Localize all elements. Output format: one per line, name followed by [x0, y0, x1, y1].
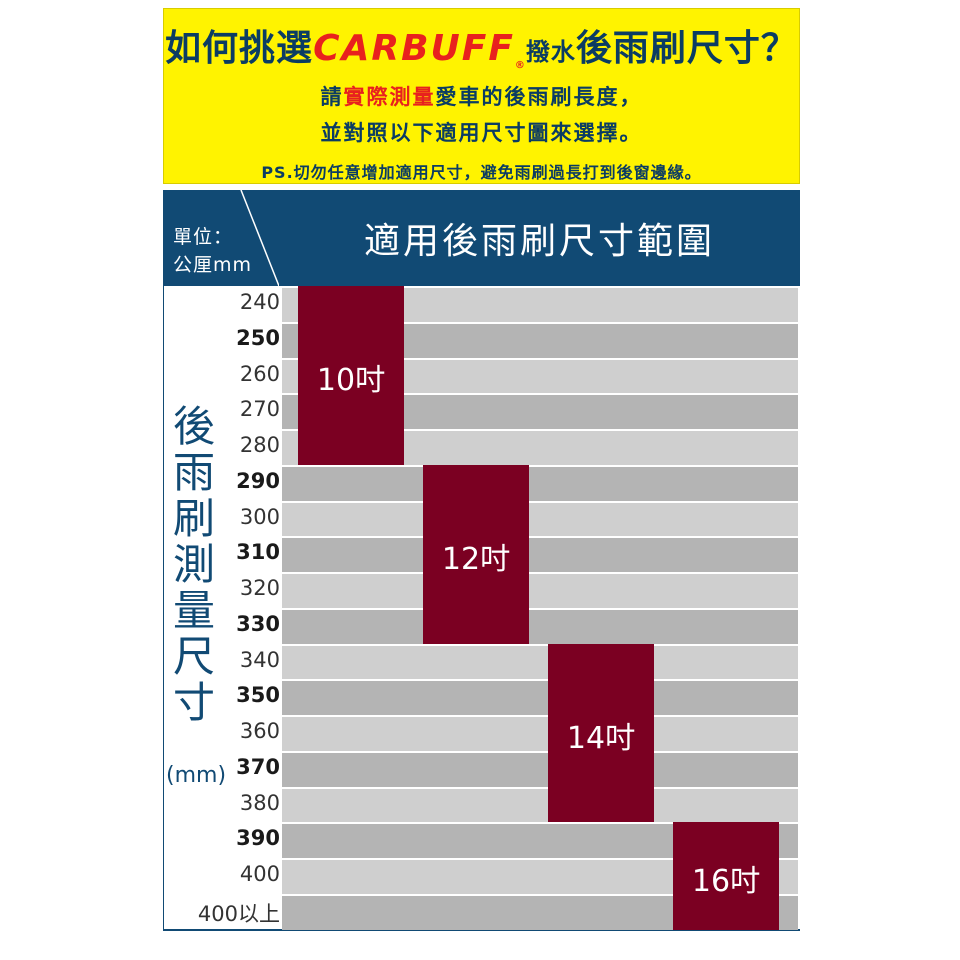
size-block-label: 14吋 [566, 720, 636, 756]
row-value-label: 370 [236, 754, 280, 779]
instruction-highlight: 實際測量 [343, 85, 436, 109]
row-value-label: 390 [236, 826, 280, 851]
row-value-label: 350 [236, 683, 280, 708]
table-row [282, 536, 798, 572]
row-value-label: 300 [239, 504, 280, 529]
size-block-label: 12吋 [441, 542, 511, 578]
table-row [282, 679, 798, 715]
row-value-label: 290 [236, 468, 280, 493]
warning-note: PS.切勿任意增加適用尺寸，避免雨刷過長打到後窗邊緣。 [261, 163, 702, 182]
row-value-label: 270 [239, 397, 280, 422]
vertical-axis-unit: (mm) [166, 763, 227, 788]
table-row [282, 500, 798, 537]
header-banner: 如何挑選CARBUFF®撥水後雨刷尺寸？ 請實際測量愛車的後雨刷長度， 並對照以… [163, 8, 800, 184]
size-grid [163, 286, 800, 931]
row-value-label: 310 [236, 540, 280, 565]
table-row [282, 572, 798, 608]
table-row [282, 750, 798, 787]
row-value-label: 280 [239, 433, 280, 457]
size-block-label: 16吋 [691, 863, 761, 899]
vertical-char: 刷 [172, 494, 215, 543]
title-suffix: 後雨刷尺寸？ [575, 28, 798, 69]
size-block: 16吋 [673, 822, 779, 930]
row-value-label: 260 [239, 361, 280, 386]
vertical-char: 雨 [172, 448, 215, 497]
instruction-suffix: 愛車的後雨刷長度， [435, 85, 643, 109]
row-value-label: 250 [236, 325, 280, 350]
table-row [282, 643, 798, 680]
unit-value: 公厘mm [173, 254, 253, 276]
row-value-label: 400以上 [197, 901, 280, 926]
brand-registered-mark: ® [514, 60, 526, 71]
row-value-label: 360 [239, 719, 280, 743]
table-title: 適用後雨刷尺寸範圍 [363, 221, 715, 262]
vertical-char: 尺 [172, 632, 215, 681]
brand-name: CARBUFF [313, 28, 515, 69]
unit-cell: 單位： 公厘mm [163, 190, 279, 286]
vertical-char: 後 [172, 402, 215, 451]
row-value-label: 380 [239, 790, 280, 815]
row-value-label: 330 [236, 611, 280, 636]
table-row [282, 607, 798, 644]
size-block-label: 10吋 [316, 363, 386, 399]
vertical-axis-label: 後 雨 刷 測 量 尺 寸 [168, 404, 220, 726]
table-row [282, 464, 798, 501]
row-value-label: 240 [239, 290, 280, 314]
row-value-label: 400 [239, 862, 280, 886]
diagonal-divider [240, 190, 279, 286]
title-middle: 撥水 [525, 38, 576, 66]
instruction-line-1: 請實際測量愛車的後雨刷長度， [164, 81, 799, 111]
title-prefix: 如何挑選 [165, 28, 314, 69]
vertical-char: 寸 [172, 678, 215, 727]
unit-label: 單位： [173, 226, 234, 248]
size-block: 10吋 [298, 286, 404, 465]
table-row [282, 786, 798, 823]
vertical-char: 測 [172, 540, 215, 589]
instruction-line-2: 並對照以下適用尺寸圖來選擇。 [320, 121, 643, 145]
row-value-label: 320 [239, 576, 280, 600]
size-block: 14吋 [548, 643, 654, 823]
vertical-char: 量 [172, 586, 215, 635]
table-header: 單位： 公厘mm 適用後雨刷尺寸範圍 [163, 190, 800, 286]
page-title: 如何挑選CARBUFF®撥水後雨刷尺寸？ [164, 19, 799, 71]
row-value-label: 340 [239, 647, 280, 672]
instruction-prefix: 請 [320, 85, 344, 109]
size-block: 12吋 [423, 464, 529, 644]
table-row [282, 715, 798, 751]
